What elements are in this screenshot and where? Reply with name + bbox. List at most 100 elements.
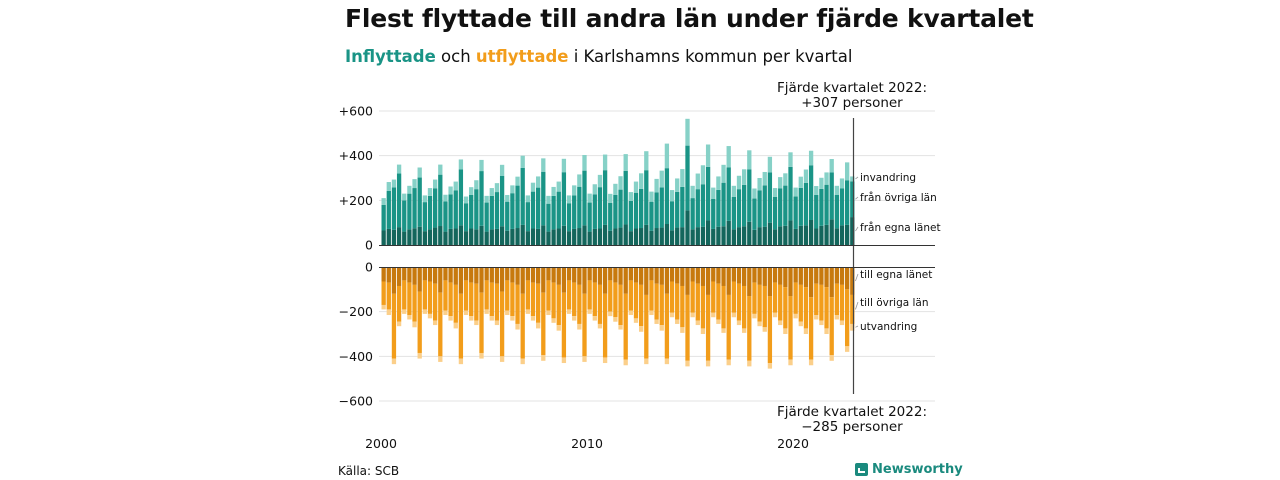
outflow-bar-segment <box>597 323 603 329</box>
inflow-bar-segment <box>396 164 402 174</box>
outflow-bar-segment <box>757 284 762 322</box>
inflow-bar-segment <box>515 228 520 245</box>
inflow-bar-segment <box>525 231 530 245</box>
inflow-bar-segment <box>742 226 747 245</box>
outflow-bar-segment <box>700 328 706 334</box>
outflow-bar-segment <box>402 267 407 281</box>
inflow-bar-segment <box>644 151 649 171</box>
inflow-bars <box>381 118 855 245</box>
inflow-bar-segment <box>453 181 458 191</box>
inflow-bar-segment <box>798 176 803 188</box>
inflow-bar-segment <box>716 189 721 227</box>
inflow-bar-segment <box>484 202 489 232</box>
inflow-bar-segment <box>767 156 773 173</box>
inflow-bar-segment <box>633 192 639 229</box>
inflow-bar-segment <box>556 191 561 229</box>
outflow-bar-segment <box>644 358 649 365</box>
y-tick-label: 0 <box>365 260 373 275</box>
inflow-bar-segment <box>711 187 716 199</box>
outflow-bar-segment <box>402 309 407 314</box>
series-label-leader <box>855 196 859 200</box>
inflow-bar-segment <box>623 170 628 225</box>
outflow-bar-segment <box>448 316 453 321</box>
outflow-bar-segment <box>819 284 824 321</box>
inflow-bar-segment <box>453 190 458 229</box>
outflow-bar-segment <box>690 281 695 313</box>
inflow-bar-segment <box>803 225 809 245</box>
outflow-bar-segment <box>530 267 536 283</box>
inflow-bar-segment <box>515 176 520 186</box>
inflow-bar-segment <box>417 177 422 227</box>
inflow-bar-segment <box>530 182 536 192</box>
outflow-bar-segment <box>783 287 788 329</box>
outflow-bar-segment <box>639 284 644 327</box>
inflow-bar-segment <box>463 203 469 232</box>
outflow-bar-segment <box>736 283 742 321</box>
inflow-bar-segment <box>685 118 690 146</box>
inflow-bar-segment <box>793 187 798 197</box>
outflow-bar-segment <box>546 280 551 311</box>
outflow-bar-segment <box>669 312 675 318</box>
inflow-series-label: från övriga län <box>860 191 937 204</box>
inflow-bar-segment <box>443 201 448 232</box>
outflow-bar-segment <box>845 346 850 352</box>
inflow-bar-segment <box>639 228 644 245</box>
inflow-bar-segment <box>623 154 628 171</box>
inflow-bar-segment <box>664 143 670 169</box>
outflow-bar-segment <box>407 282 412 316</box>
inflow-bar-segment <box>438 174 443 227</box>
outflow-bar-segment <box>675 319 680 324</box>
inflow-bar-segment <box>623 224 628 245</box>
outflow-bar-segment <box>469 282 474 317</box>
inflow-bar-segment <box>582 225 587 245</box>
outflow-bar-segment <box>644 267 649 295</box>
inflow-bar-segment <box>587 231 592 245</box>
inflow-bar-segment <box>628 231 633 245</box>
inflow-bar-segment <box>618 176 623 190</box>
outflow-bar-segment <box>664 293 670 359</box>
inflow-bar-segment <box>458 169 464 226</box>
inflow-bar-segment <box>747 150 752 170</box>
inflow-bar-segment <box>577 174 582 187</box>
annotation-bottom-line2: −285 personer <box>801 419 903 435</box>
outflow-bar-segment <box>561 292 567 358</box>
outflow-bar-segment <box>484 309 489 314</box>
outflow-bar-segment <box>494 267 500 284</box>
annotation-top-line1: Fjärde kvartalet 2022: <box>777 80 927 96</box>
inflow-bar-segment <box>685 145 690 211</box>
series-label-leader <box>855 273 859 282</box>
inflow-bar-segment <box>839 225 845 245</box>
outflow-bar-segment <box>705 360 711 367</box>
outflow-bar-segment <box>834 283 839 316</box>
inflow-bar-segment <box>628 192 633 202</box>
inflow-bar-segment <box>721 226 726 245</box>
inflow-bar-segment <box>814 194 819 229</box>
inflow-series-label: från egna länet <box>860 221 941 234</box>
outflow-bar-segment <box>623 267 628 294</box>
inflow-bar-segment <box>448 228 453 245</box>
y-tick-label: 0 <box>365 238 373 253</box>
outflow-bar-segment <box>639 267 644 285</box>
outflow-bar-segment <box>834 267 839 284</box>
outflow-bar-segment <box>685 294 690 361</box>
annotation-top-line2: +307 personer <box>801 95 903 111</box>
inflow-bar-segment <box>618 227 623 245</box>
outflow-bar-segment <box>793 313 798 319</box>
outflow-bar-segment <box>499 356 505 362</box>
inflow-bar-segment <box>499 226 505 245</box>
inflow-bar-segment <box>546 231 551 245</box>
outflow-bar-segment <box>639 326 644 332</box>
outflow-bar-segment <box>680 285 685 328</box>
inflow-bar-segment <box>793 196 798 229</box>
outflow-bar-segment <box>705 267 711 295</box>
inflow-bar-segment <box>505 230 510 245</box>
inflow-bar-segment <box>602 170 608 225</box>
brand-logo[interactable]: Newsworthy <box>855 462 963 477</box>
inflow-bar-segment <box>736 227 742 245</box>
inflow-bar-segment <box>386 182 391 191</box>
outflow-bar-segment <box>582 267 587 294</box>
outflow-bar-segment <box>649 267 654 281</box>
outflow-bar-segment <box>757 321 762 327</box>
outflow-bar-segment <box>458 293 464 359</box>
outflow-bar-segment <box>695 267 700 284</box>
